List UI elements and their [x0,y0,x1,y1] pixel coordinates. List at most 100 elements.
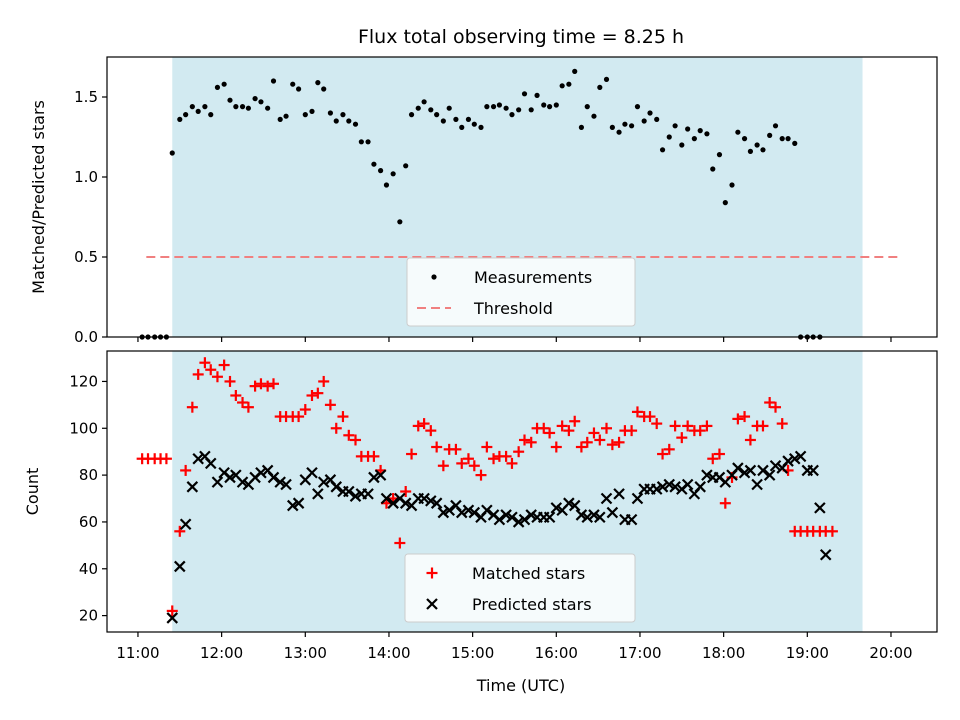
data-point [516,107,522,113]
data-point [779,136,785,142]
data-point [192,452,204,465]
y-tick-label: 40 [79,560,98,578]
data-point [330,481,343,493]
data-point [471,121,477,127]
data-point [270,78,277,84]
data-point [227,97,233,103]
data-point [732,413,744,425]
legend: Measurements Threshold [406,257,636,327]
data-point [174,525,186,537]
data-point [365,139,371,145]
x-tick-label: 14:00 [367,644,410,662]
data-point [764,397,776,409]
data-point [553,102,559,108]
data-point [785,136,791,142]
data-point [317,476,330,488]
data-point [776,418,788,430]
data-point [581,436,593,448]
data-point [657,448,669,460]
y-tick-label: 20 [79,607,98,625]
data-point [629,123,635,129]
legend-marker [426,598,438,610]
data-point [430,497,443,509]
data-point [597,84,603,90]
data-point [177,116,183,122]
data-point [616,129,622,135]
data-point [160,453,172,465]
data-point [383,182,390,188]
data-point [622,121,628,127]
legend-label: Threshold [473,299,553,318]
data-point [672,123,678,129]
data-point [280,478,292,491]
data-point [380,492,393,505]
data-point [174,560,186,573]
data-point [606,506,619,519]
data-point [330,422,342,434]
data-point [450,443,462,455]
data-point [493,513,506,526]
data-point [180,464,192,476]
data-point [475,469,487,481]
data-point [268,378,280,390]
data-point [189,104,195,110]
data-point [321,86,327,92]
data-point [249,380,261,392]
data-point [428,107,434,113]
data-point [691,136,697,142]
x-tick-label: 18:00 [702,644,745,662]
data-point [679,142,685,148]
data-point [544,427,556,439]
axes-frame [106,56,938,338]
y-tick-label: 60 [79,513,98,531]
data-point [631,492,644,505]
data-point [453,116,459,122]
data-point [669,481,681,493]
data-point [169,150,175,156]
data-point [663,443,675,455]
data-point [541,102,547,108]
data-point [306,466,318,479]
data-point [525,436,537,448]
data-point [757,420,769,432]
data-point [446,105,452,111]
data-point [767,132,773,138]
legend-label: Matched stars [472,564,585,583]
data-point [575,441,587,453]
data-point [697,128,703,134]
data-point [481,504,493,517]
data-point [195,108,201,114]
data-point [826,525,838,537]
data-point [490,104,497,110]
data-point [221,81,227,87]
data-point [277,116,283,122]
x-tick-label: 20:00 [869,644,912,662]
data-point [358,139,364,145]
data-point [681,478,694,491]
data-point [509,112,515,118]
data-point [415,105,421,111]
legend-marker [426,567,438,579]
data-point [503,105,509,111]
data-point [613,488,625,500]
data-point [343,485,355,498]
data-point [556,420,568,432]
top-panel: 0.0 0.5 1.0 1.5 Matched/Predicted stars Measu… [29,56,938,346]
data-point [634,104,641,110]
data-point [306,389,318,401]
data-point [368,471,380,484]
data-point [400,486,412,497]
data-point [669,420,681,432]
series-measurements [139,68,823,340]
legend-label: Measurements [474,268,592,287]
data-point [192,368,204,380]
data-point [211,476,224,488]
data-point [594,511,606,524]
data-point [283,113,289,119]
y-tick-label: 100 [69,419,98,437]
data-point [654,116,660,122]
data-point [425,425,437,437]
data-point [747,148,754,154]
data-point [237,397,249,409]
data-point [588,427,600,439]
